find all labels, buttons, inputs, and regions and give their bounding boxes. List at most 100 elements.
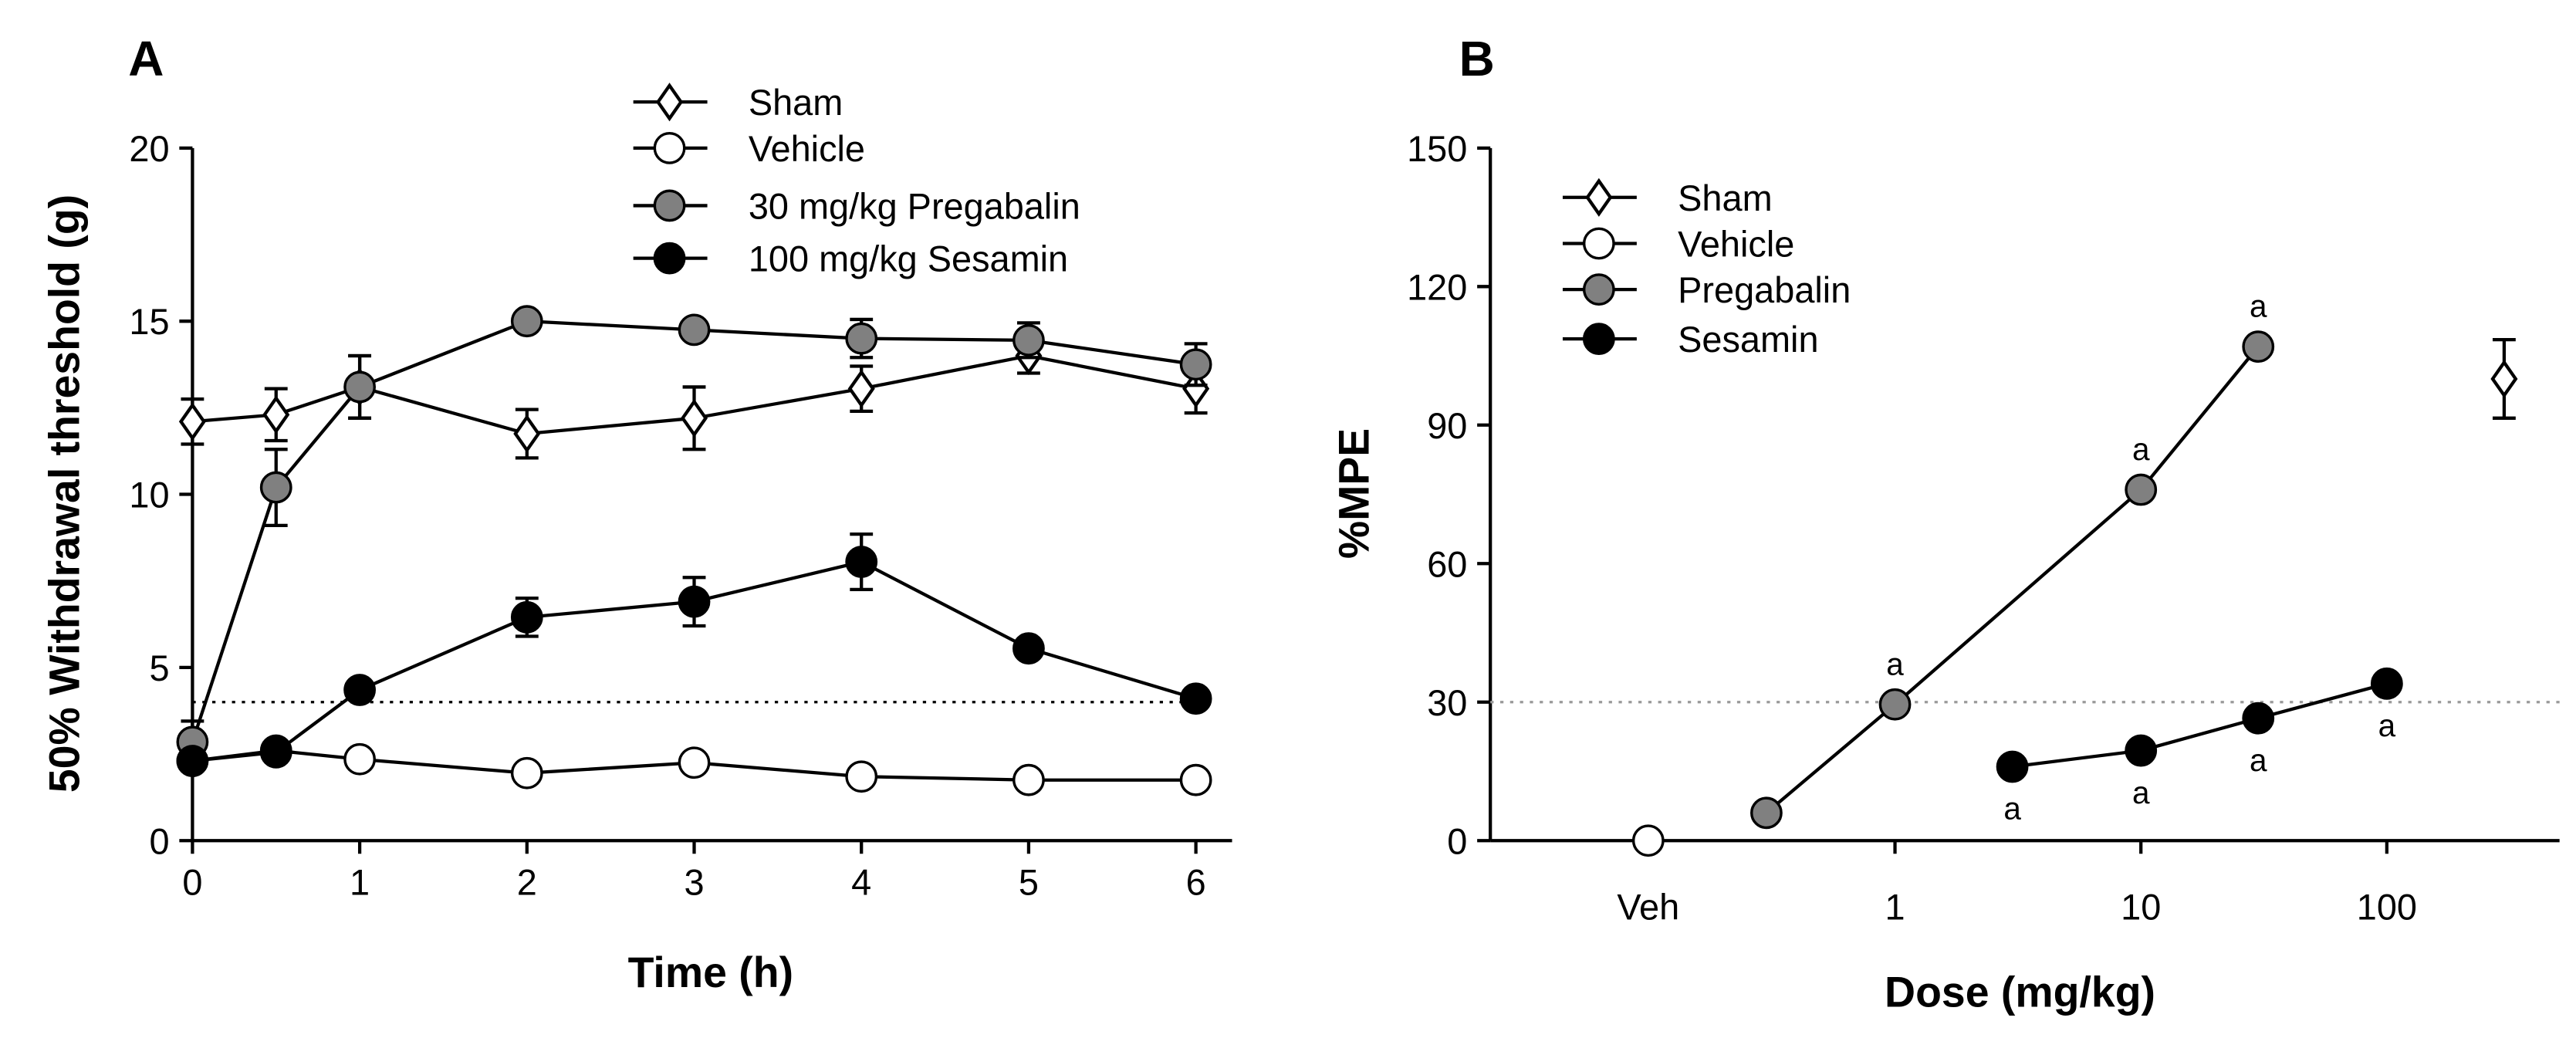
data-point: [845, 760, 878, 793]
panel-label-b: B: [1459, 31, 1495, 86]
data-point: [2125, 734, 2158, 767]
legend-marker: [653, 242, 686, 275]
data-point: [845, 322, 878, 355]
data-point: [1012, 632, 1045, 665]
x-tick-label: 6: [1186, 863, 1206, 903]
legend-marker: [1582, 323, 1615, 355]
data-point: [2242, 702, 2275, 735]
legend-label: Pregabalin: [1678, 270, 1851, 310]
y-tick-label: 150: [1407, 129, 1467, 169]
significance-label: a: [1886, 646, 1904, 681]
data-point: [1012, 763, 1045, 796]
series-sham: [178, 336, 1210, 460]
data-point: [2242, 330, 2275, 363]
series-pregabalin: a a a: [1750, 289, 2275, 830]
legend-marker: [653, 189, 686, 222]
x-axis-label-b: Dose (mg/kg): [1885, 969, 2155, 1016]
y-tick-label: 90: [1427, 406, 1467, 446]
y-tick-label: 10: [129, 475, 169, 516]
x-tick-label: 2: [517, 863, 537, 903]
y-axis-label-a: 50% Withdrawal threshold (g): [40, 194, 88, 793]
significance-label: a: [2250, 289, 2267, 324]
legend-label: Vehicle: [1678, 225, 1794, 265]
data-point: [1750, 796, 1783, 830]
series-100-mg-kg-sesamin: [176, 532, 1212, 777]
legend-marker: [656, 83, 684, 122]
y-tick-label: 0: [149, 821, 169, 861]
y-tick-label: 30: [1427, 683, 1467, 723]
legend-marker: [1585, 178, 1613, 217]
significance-label: a: [2132, 431, 2150, 467]
data-point: [343, 674, 376, 706]
data-point: [1179, 348, 1212, 381]
series-line: [192, 560, 1197, 763]
y-tick-label: 5: [149, 648, 169, 688]
data-point: [1179, 763, 1212, 796]
y-tick-label: 0: [1447, 821, 1467, 861]
data-point: [510, 756, 543, 789]
data-point: [178, 402, 206, 441]
significance-label: a: [2250, 742, 2267, 778]
legend-label: 30 mg/kg Pregabalin: [749, 186, 1080, 226]
significance-label: a: [2378, 708, 2396, 743]
x-tick-label: 10: [2121, 888, 2161, 928]
data-point: [678, 585, 711, 618]
data-point: [678, 313, 711, 347]
data-point: [678, 746, 711, 779]
series-vehicle: [176, 734, 1212, 796]
data-point: [343, 370, 376, 404]
legend-label: Vehicle: [749, 129, 865, 169]
data-point: [510, 600, 543, 634]
significance-label: a: [2132, 775, 2150, 810]
x-axis-label-a: Time (h): [628, 948, 793, 996]
series-sesamin: a a a a: [1996, 667, 2403, 827]
data-point: [510, 305, 543, 338]
data-point: [2125, 473, 2158, 506]
series-vehicle: [1631, 824, 1665, 857]
x-tick-label: 4: [851, 863, 871, 903]
data-point: [262, 395, 290, 434]
x-tick-label: 100: [2357, 888, 2417, 928]
data-point: [176, 745, 209, 777]
y-tick-label: 15: [129, 302, 169, 342]
legend-label: Sesamin: [1678, 320, 1818, 360]
data-point: [513, 414, 541, 454]
legend-marker: [1582, 227, 1615, 260]
data-point: [1996, 750, 2029, 783]
x-tick-label: 3: [684, 863, 704, 903]
data-point: [680, 398, 708, 438]
x-tick-label: 0: [182, 863, 202, 903]
significance-label: a: [2003, 791, 2021, 827]
data-point: [845, 546, 878, 578]
legend-marker: [1582, 273, 1615, 306]
data-point: [259, 471, 292, 504]
data-point: [847, 369, 875, 408]
panel-label-a: A: [128, 31, 164, 86]
y-tick-label: 60: [1427, 544, 1467, 584]
series-line: [2012, 681, 2388, 769]
series-line: [192, 353, 1197, 436]
legend-marker: [653, 131, 686, 164]
data-point: [1179, 682, 1212, 715]
panel-b-plot: 0 30 60 90 120 150 Veh 1 10 100 Sham Vehicle a a a Preg…: [1407, 129, 2560, 928]
x-tick-label: Veh: [1617, 888, 1679, 928]
series-line: [1765, 345, 2260, 814]
y-tick-label: 120: [1407, 267, 1467, 307]
data-point: [1182, 369, 1210, 408]
data-point: [343, 742, 376, 776]
series-line: [191, 320, 1196, 743]
y-axis-label-b: %MPE: [1330, 428, 1378, 559]
y-tick-label: 20: [129, 129, 169, 169]
data-point: [1878, 688, 1912, 721]
data-point: [1012, 323, 1045, 357]
x-tick-label: 1: [350, 863, 370, 903]
x-tick-label: 5: [1019, 863, 1039, 903]
data-point: [2490, 359, 2518, 398]
panel-a-plot: 0 5 10 15 20 0 1 2 3 4 5 6 Sham Vehicle 30 mg/kg Prega…: [129, 83, 1232, 903]
legend-label: Sham: [749, 83, 843, 123]
legend-label: Sham: [1678, 178, 1772, 218]
x-tick-label: 1: [1885, 888, 1905, 928]
data-point: [2370, 667, 2403, 700]
legend-label: 100 mg/kg Sesamin: [749, 239, 1068, 279]
series-sham: [2490, 337, 2518, 420]
